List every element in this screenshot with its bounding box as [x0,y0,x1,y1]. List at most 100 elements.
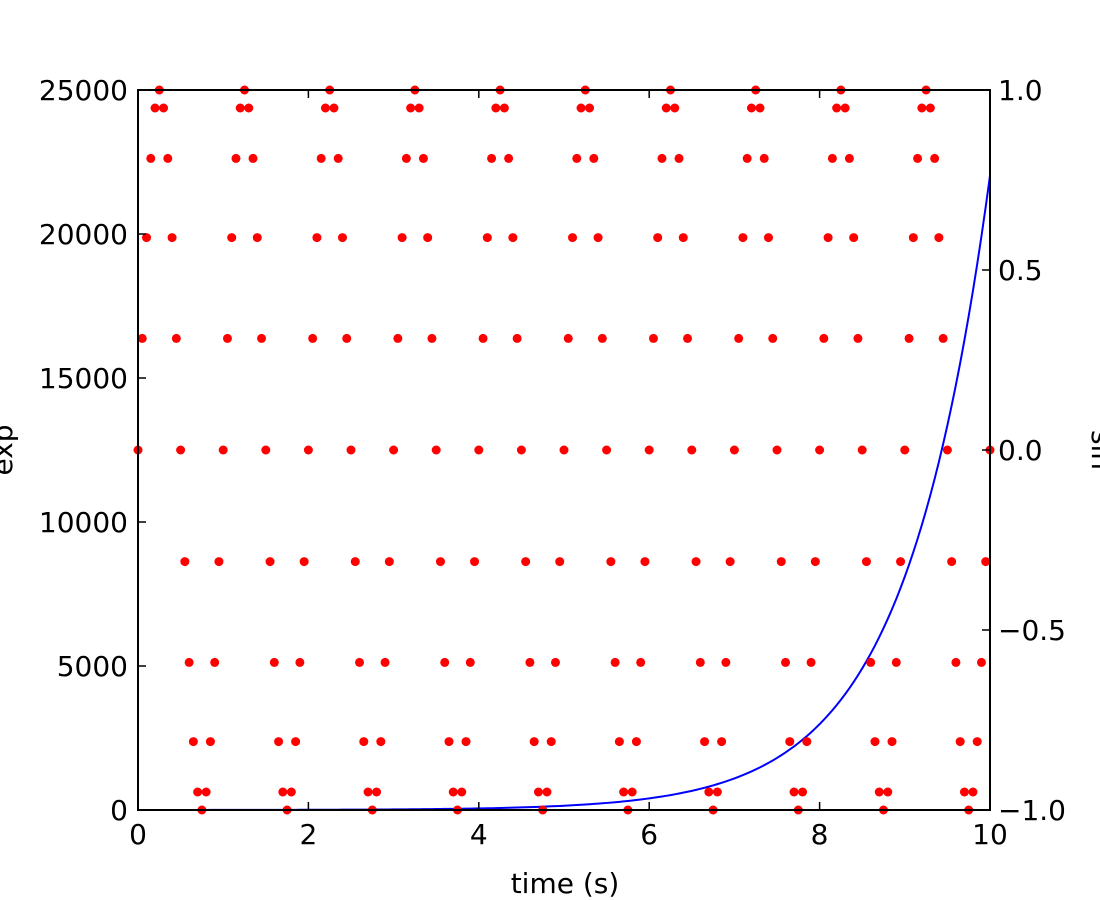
dot [504,153,514,163]
dot [150,103,160,113]
dot [222,333,232,343]
dot [171,333,181,343]
dot [959,787,969,797]
dot [444,737,454,747]
dot [768,333,778,343]
dot [908,233,918,243]
dot [257,333,267,343]
dot [972,737,982,747]
dot [533,787,543,797]
dot [355,657,365,667]
y2-tick-label: 0.5 [998,254,1043,287]
dot [393,333,403,343]
dot [729,445,739,455]
dot [755,103,765,113]
dot [670,103,680,113]
dot [337,233,347,243]
dot [640,557,650,567]
dot [644,445,654,455]
dot [849,233,859,243]
dot [342,333,352,343]
dot [636,657,646,667]
dot [874,787,884,797]
y-tick-label: 20000 [39,218,128,251]
dot [648,333,658,343]
dot [406,103,416,113]
dot [440,657,450,667]
dot [414,103,424,113]
dot [840,103,850,113]
dot [316,153,326,163]
dot [482,233,492,243]
dot [602,445,612,455]
dot [312,233,322,243]
dot [359,737,369,747]
dot [188,737,198,747]
dot [525,657,535,667]
dot [759,153,769,163]
x-tick-label: 2 [299,818,317,851]
dot [674,153,684,163]
x-tick-label: 4 [470,818,488,851]
dot [917,103,927,113]
dot [832,103,842,113]
y-tick-label: 25000 [39,74,128,107]
y2-tick-label: 1.0 [998,74,1043,107]
dot [269,657,279,667]
dot [521,557,531,567]
dot [900,445,910,455]
dot [772,445,782,455]
y-tick-label: 15000 [39,362,128,395]
dot [478,333,488,343]
dot [184,657,194,667]
dot [474,445,484,455]
dot [210,657,220,667]
dot [235,103,245,113]
dot [137,333,147,343]
y2-tick-label: −1.0 [998,794,1066,827]
dot [691,557,701,567]
dot [589,153,599,163]
dot [781,657,791,667]
dot [806,657,816,667]
dot [401,153,411,163]
dot [431,445,441,455]
dot [661,103,671,113]
dot [346,445,356,455]
dot [887,737,897,747]
dot [470,557,480,567]
dot [861,557,871,567]
x-axis-label: time (s) [511,867,620,900]
x-tick-label: 0 [129,818,147,851]
dot [542,787,552,797]
dot [457,787,467,797]
dot [683,333,693,343]
dot [930,153,940,163]
dot [397,233,407,243]
dot [610,657,620,667]
dot [363,787,373,797]
dot [299,557,309,567]
dot [465,657,475,667]
dot [734,333,744,343]
dot [823,233,833,243]
dot [380,657,390,667]
dot [295,657,305,667]
dot [550,657,560,667]
dot [201,787,211,797]
dot [435,557,445,567]
dot [721,657,731,667]
dot [913,153,923,163]
dot [572,153,582,163]
dot [244,103,254,113]
dot [568,233,578,243]
dot [516,445,526,455]
dot [146,153,156,163]
dot [785,737,795,747]
dot [389,445,399,455]
dot [925,103,935,113]
dot [261,445,271,455]
dot [159,103,169,113]
dot [529,737,539,747]
dot [167,233,177,243]
